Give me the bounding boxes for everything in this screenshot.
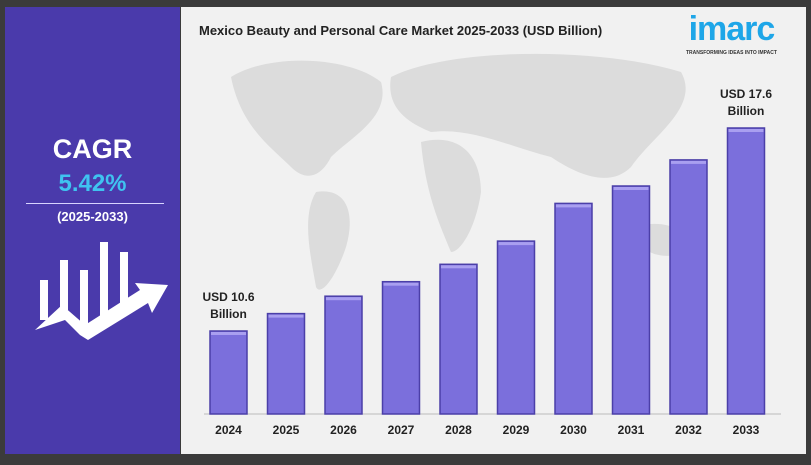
bar-2026	[324, 295, 363, 415]
world-map-background	[231, 53, 687, 290]
cagr-period: (2025-2033)	[57, 209, 128, 224]
bar-2031	[611, 185, 651, 415]
cagr-label: CAGR	[52, 134, 133, 164]
x-tick-label: 2033	[733, 423, 760, 437]
bar-2028	[439, 263, 478, 415]
logo-word: imarc	[688, 10, 776, 48]
bar-highlight	[211, 332, 246, 335]
bar-highlight	[728, 129, 764, 132]
bar-2027	[381, 280, 421, 415]
bar-highlight	[383, 282, 419, 286]
cagr-value: 5.42%	[58, 170, 127, 197]
data-label: Billion	[210, 307, 247, 321]
x-tick-label: 2027	[388, 423, 415, 437]
bar-highlight	[441, 265, 476, 269]
data-label: Billion	[728, 104, 765, 118]
bar-chart: 2024 USD 10.6 Billion 2025 2026 2027 2028 2029 2…	[202, 53, 781, 437]
x-tick-label: 2028	[445, 423, 472, 437]
x-tick-label: 2031	[618, 423, 645, 437]
bar-highlight	[556, 204, 591, 208]
cagr-panel: CAGR 5.42% (2025-2033)	[5, 7, 180, 454]
divider	[26, 203, 164, 204]
data-label: USD 17.6	[720, 87, 772, 101]
bar-highlight	[326, 297, 361, 301]
chart-panel: Mexico Beauty and Personal Care Market 2…	[181, 7, 806, 454]
bar-highlight	[671, 160, 706, 164]
bar-2024	[209, 330, 248, 415]
imarc-logo: imarc TRANSFORMING IDEAS INTO IMPACT	[686, 9, 777, 57]
x-tick-label: 2030	[560, 423, 587, 437]
x-tick-label: 2032	[675, 423, 702, 437]
bar-highlight	[268, 314, 304, 318]
bar-2033	[726, 127, 766, 415]
x-tick-label: 2025	[273, 423, 300, 437]
growth-chart-icon	[35, 242, 168, 340]
data-label: USD 10.6	[202, 290, 254, 304]
bar-2030	[554, 202, 593, 415]
x-tick-label: 2024	[215, 423, 242, 437]
x-tick-label: 2029	[503, 423, 530, 437]
bar-2032	[669, 159, 708, 415]
x-tick-label: 2026	[330, 423, 357, 437]
bar-2029	[496, 240, 536, 415]
bar-2025	[266, 312, 306, 415]
bar-highlight	[498, 242, 534, 246]
chart-title: Mexico Beauty and Personal Care Market 2…	[199, 23, 603, 38]
bar-highlight	[613, 187, 649, 190]
logo-tagline: TRANSFORMING IDEAS INTO IMPACT	[686, 50, 777, 56]
